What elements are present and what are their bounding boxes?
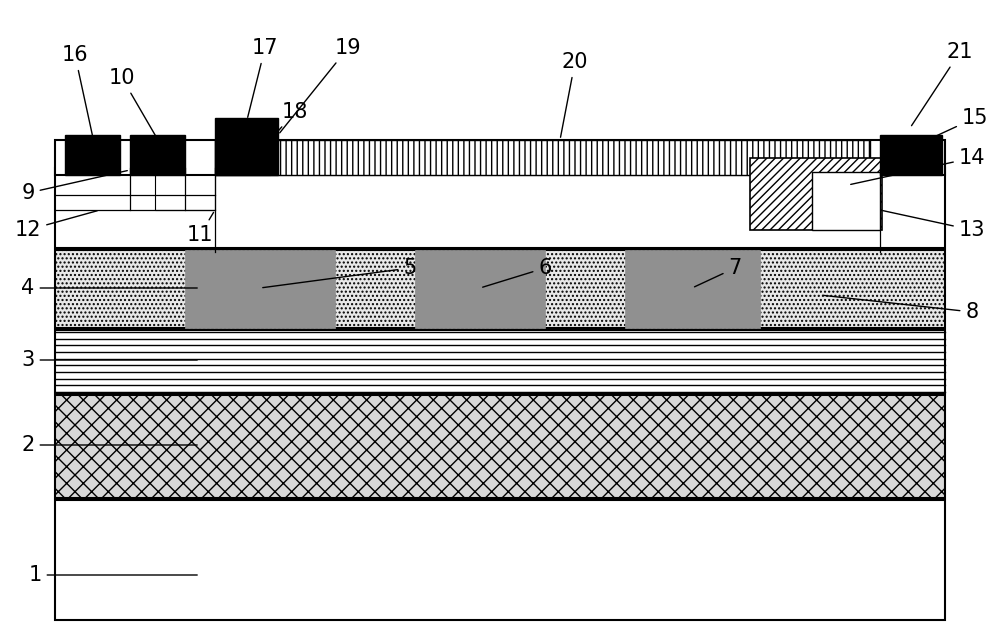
Text: 11: 11 xyxy=(187,213,214,245)
Text: 2: 2 xyxy=(21,435,197,455)
Bar xyxy=(55,250,945,328)
Bar xyxy=(130,135,185,175)
Text: 20: 20 xyxy=(561,52,588,137)
Text: 17: 17 xyxy=(248,38,278,117)
Bar xyxy=(215,140,270,175)
Text: 7: 7 xyxy=(695,258,742,287)
Text: 19: 19 xyxy=(280,38,361,133)
Text: 8: 8 xyxy=(823,296,979,322)
Bar xyxy=(185,250,335,328)
Bar xyxy=(55,330,945,393)
Bar xyxy=(880,135,942,175)
Bar xyxy=(812,172,880,230)
Bar xyxy=(415,250,545,328)
Text: 4: 4 xyxy=(21,278,197,298)
Text: 21: 21 xyxy=(912,42,973,126)
Text: 3: 3 xyxy=(21,350,197,370)
Bar xyxy=(55,500,945,620)
Bar xyxy=(625,250,760,328)
Text: 15: 15 xyxy=(913,108,988,147)
Text: 6: 6 xyxy=(483,258,552,287)
Bar xyxy=(65,135,120,175)
Text: 14: 14 xyxy=(851,148,985,184)
Text: 10: 10 xyxy=(109,68,157,138)
Bar xyxy=(750,158,882,230)
Bar xyxy=(215,140,870,175)
Text: 12: 12 xyxy=(15,211,97,240)
Bar xyxy=(55,168,945,248)
Bar xyxy=(55,140,945,175)
Bar xyxy=(155,168,215,210)
Bar xyxy=(215,118,278,175)
Bar xyxy=(55,395,945,498)
Text: 5: 5 xyxy=(263,258,417,288)
Text: 13: 13 xyxy=(883,211,985,240)
Text: 1: 1 xyxy=(28,565,197,585)
Text: 9: 9 xyxy=(21,171,127,203)
Text: 18: 18 xyxy=(250,102,308,163)
Text: 16: 16 xyxy=(62,45,92,135)
